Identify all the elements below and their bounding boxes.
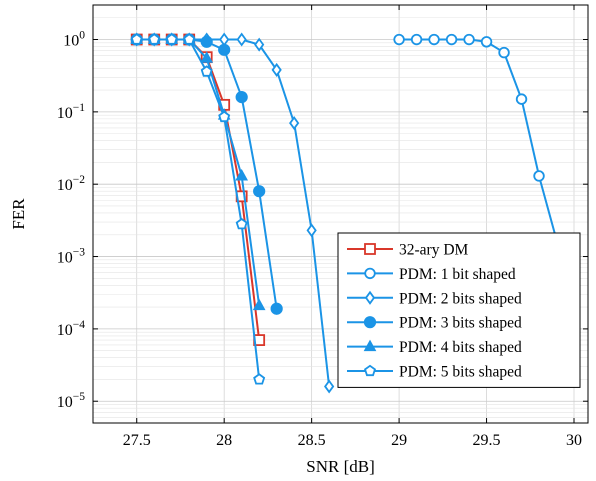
data-point (498, 46, 510, 59)
series-line (136, 38, 261, 341)
legend: 32-ary DM PDM: 1 bit shaped PDM: 2 bits sh… (337, 232, 581, 388)
data-point (363, 339, 377, 352)
legend-label: PDM: 1 bit shaped (399, 266, 516, 283)
data-point (253, 373, 266, 385)
series-5 (130, 32, 266, 311)
data-point (200, 65, 213, 77)
data-point (200, 35, 213, 48)
data-point (235, 90, 248, 104)
data-point (253, 185, 266, 198)
series-line (136, 38, 261, 380)
series-line (399, 38, 558, 241)
data-point (254, 37, 265, 52)
data-point (410, 33, 423, 46)
data-point (165, 33, 178, 45)
ticks: 27.5 28 28.5 29 29.5 30 10−5 10−4 10−3 10−2 10−1 10… (57, 5, 588, 449)
y-tick-label: 10−3 (57, 247, 85, 267)
legend-entry: PDM: 5 bits shaped (347, 364, 522, 381)
data-point (363, 316, 377, 329)
data-point (533, 170, 545, 182)
y-tick-label: 100 (63, 30, 85, 50)
legend-label: PDM: 4 bits shaped (399, 339, 522, 356)
x-tick-label: 28.5 (298, 432, 326, 449)
data-point (364, 267, 376, 280)
legend-entry: PDM: 4 bits shaped (347, 339, 522, 356)
x-axis-label: SNR [dB] (306, 457, 374, 476)
series-group (130, 32, 563, 394)
legend-label: PDM: 5 bits shaped (399, 364, 522, 381)
data-point (515, 93, 528, 105)
legend-entry: 32-ary DM (347, 242, 469, 259)
data-point (428, 33, 440, 46)
legend-label: PDM: 3 bits shaped (399, 315, 522, 332)
data-point (183, 33, 196, 45)
data-point (306, 223, 317, 238)
legend-entry: PDM: 3 bits shaped (347, 315, 522, 332)
y-tick-label: 10−5 (57, 391, 85, 411)
legend-label: 32-ary DM (399, 242, 469, 259)
data-point (270, 302, 283, 315)
data-point (218, 110, 231, 123)
data-point (130, 33, 143, 45)
series-6 (130, 33, 266, 385)
data-point (363, 364, 377, 377)
data-point (148, 33, 161, 45)
series-line (136, 38, 278, 309)
x-tick-label: 30 (566, 432, 582, 449)
data-point (364, 290, 376, 305)
y-tick-label: 10−4 (57, 319, 85, 339)
data-point (271, 62, 282, 77)
y-axis-label: FER (9, 198, 28, 230)
x-tick-label: 29 (391, 432, 407, 449)
x-tick-label: 29.5 (473, 432, 501, 449)
data-point (324, 379, 335, 394)
data-point (200, 51, 214, 63)
legend-entry: PDM: 1 bit shaped (347, 266, 516, 283)
data-point (252, 298, 266, 311)
data-point (236, 32, 247, 47)
data-point (393, 33, 405, 46)
data-point (219, 32, 230, 47)
data-point (463, 33, 475, 46)
data-point (364, 243, 376, 255)
legend-entry: PDM: 2 bits shaped (347, 290, 522, 307)
y-tick-label: 10−1 (57, 102, 85, 122)
data-point (235, 217, 248, 230)
data-point (289, 116, 300, 131)
data-point (480, 36, 493, 48)
legend-box (337, 232, 581, 388)
x-tick-label: 28 (216, 432, 232, 449)
x-tick-label: 27.5 (123, 432, 151, 449)
plot-frame (92, 4, 589, 424)
data-point (445, 33, 458, 46)
data-point (235, 168, 249, 181)
legend-label: PDM: 2 bits shaped (399, 290, 522, 307)
y-tick-label: 10−2 (57, 174, 85, 194)
data-point (218, 43, 231, 56)
